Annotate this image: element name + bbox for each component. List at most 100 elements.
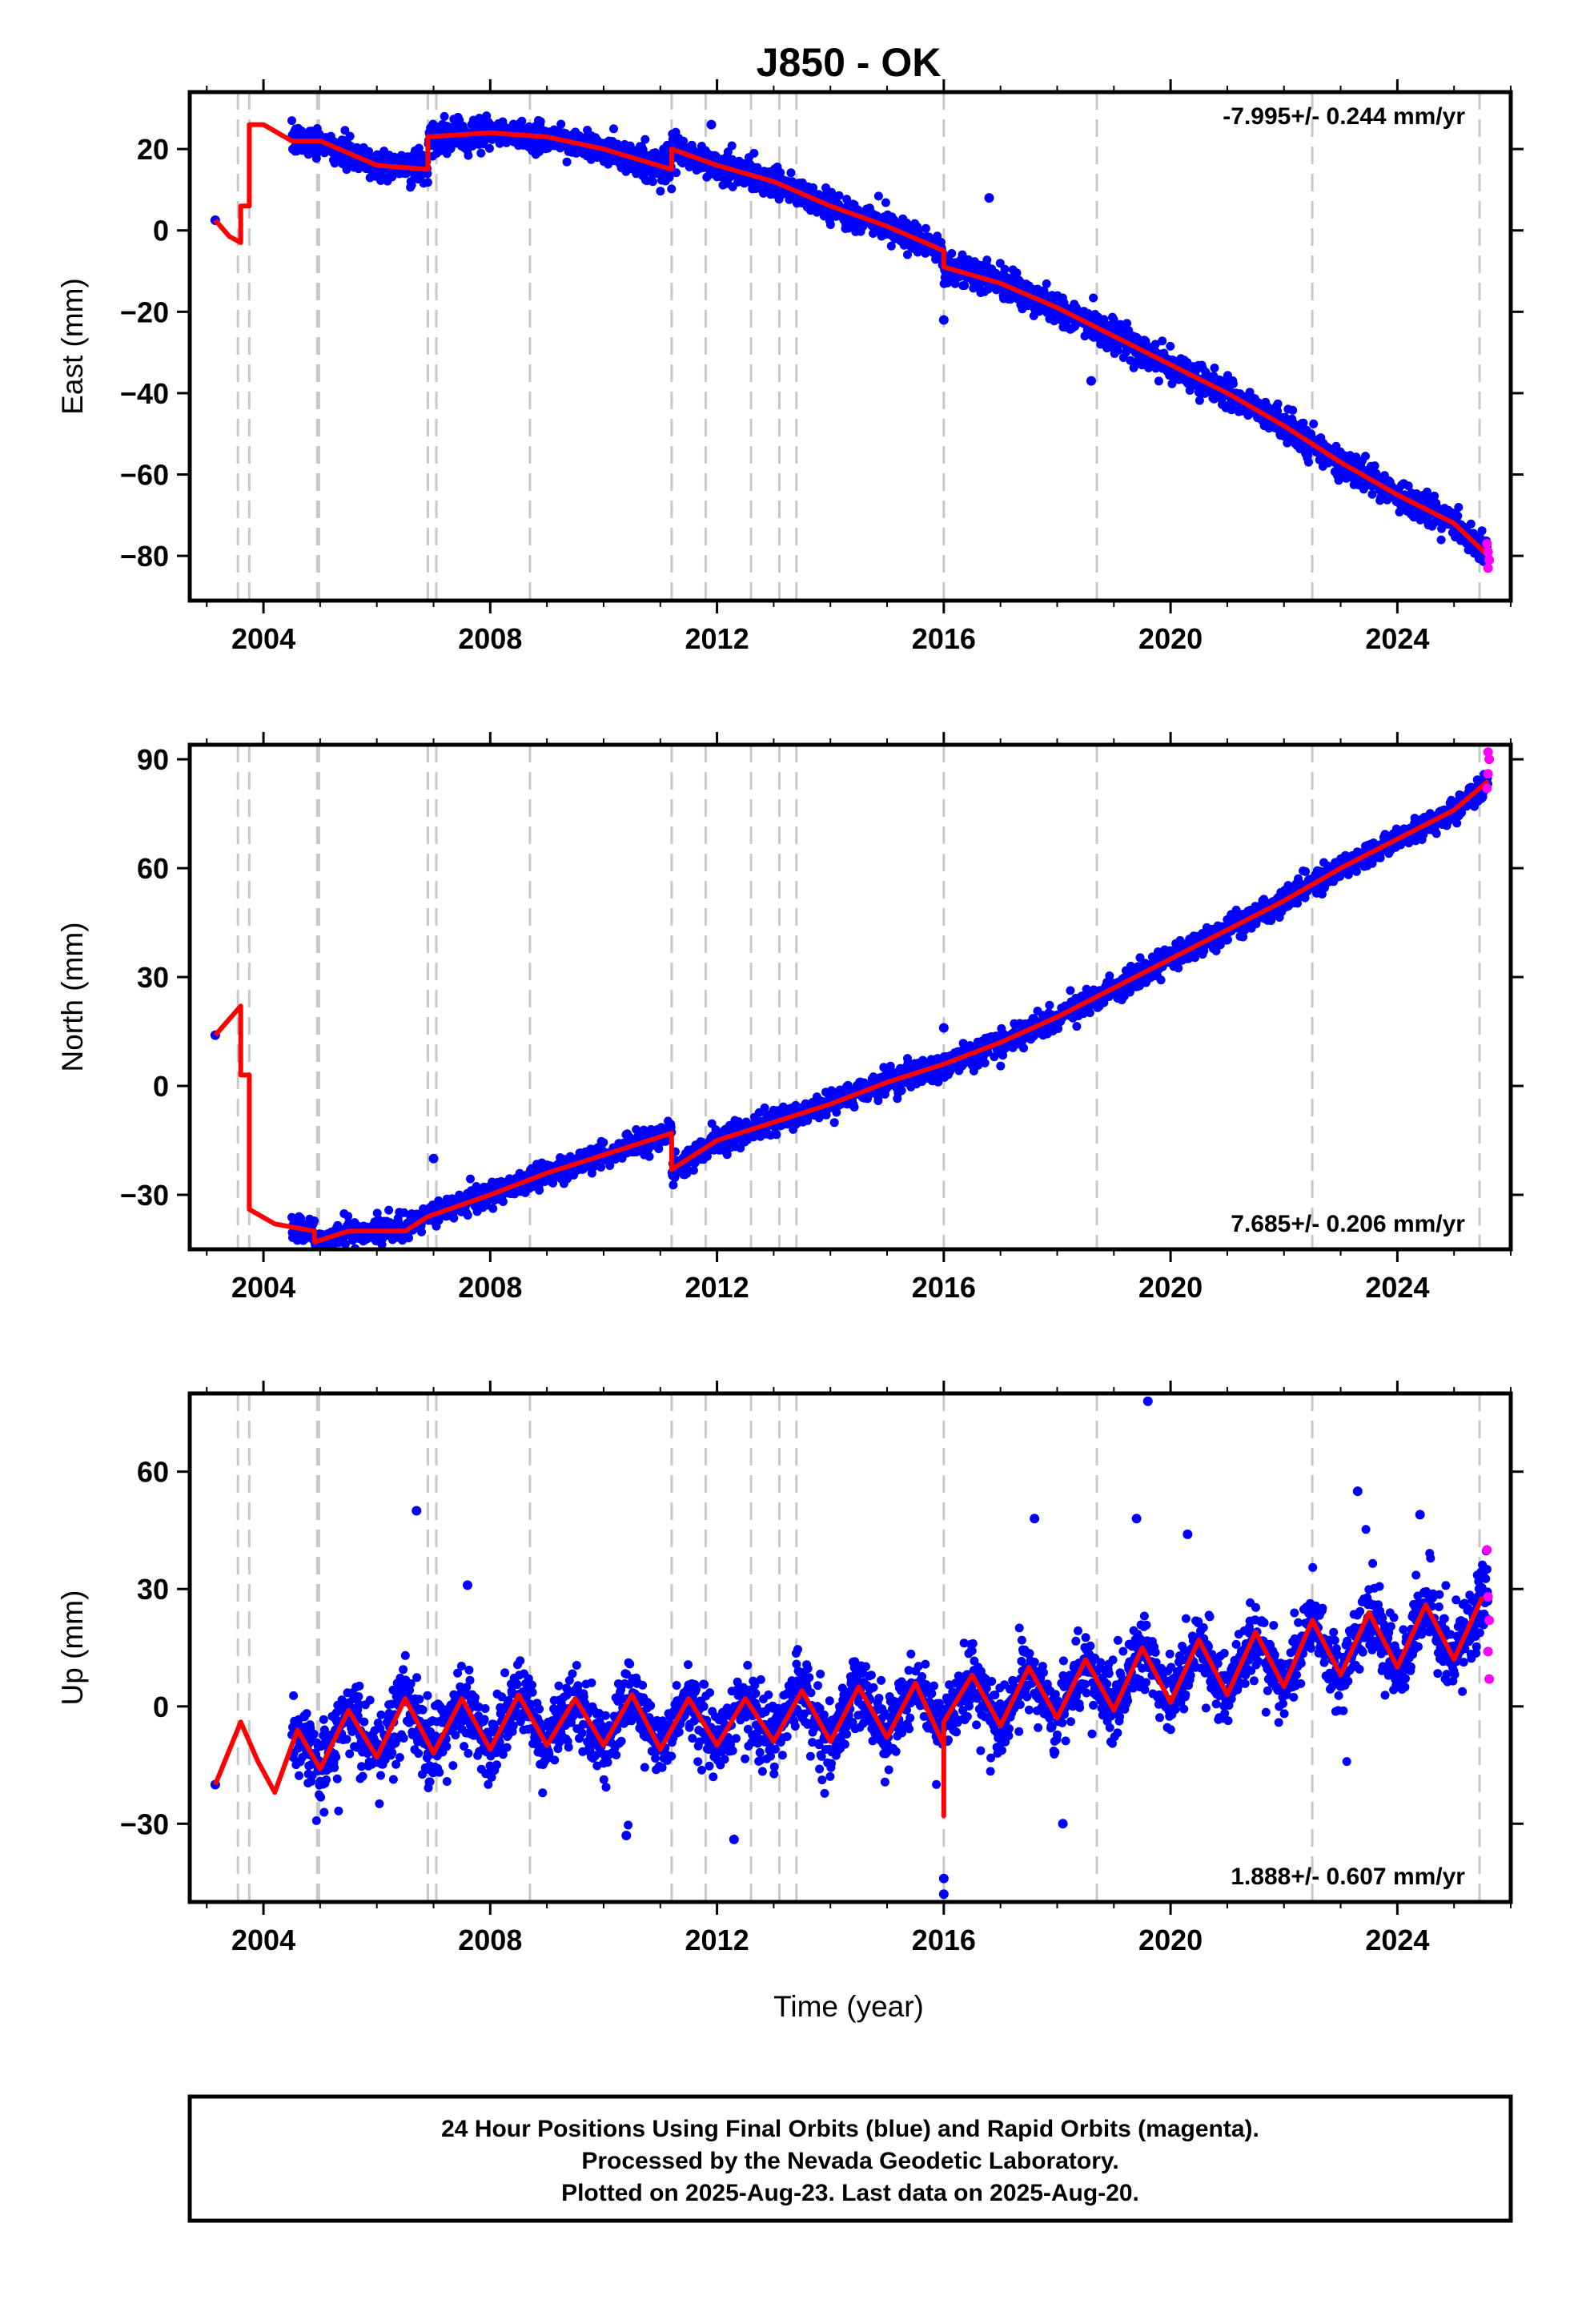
- data-point: [1303, 450, 1313, 460]
- data-point: [498, 1197, 508, 1206]
- data-point: [1166, 341, 1175, 351]
- data-point: [881, 198, 890, 207]
- data-point: [749, 148, 759, 158]
- data-point: [423, 178, 432, 187]
- data-point: [340, 126, 350, 135]
- data-point: [1085, 1008, 1094, 1018]
- data-point: [1113, 346, 1122, 356]
- data-point: [995, 259, 1005, 268]
- data-point: [640, 135, 650, 144]
- data-point: [776, 168, 785, 178]
- data-point: [809, 183, 818, 192]
- data-point: [417, 1227, 426, 1236]
- data-point: [950, 279, 960, 288]
- data-point: [786, 168, 796, 178]
- chart-title: J850 - OK: [757, 40, 942, 85]
- x-tick-label: 2012: [685, 622, 749, 655]
- rapid-orbit-point: [1482, 538, 1492, 549]
- data-point: [1477, 526, 1487, 536]
- data-point: [669, 1180, 678, 1190]
- data-point: [1158, 336, 1167, 346]
- y-tick-label: −80: [120, 540, 169, 573]
- data-point: [656, 187, 665, 196]
- data-point: [849, 1103, 859, 1112]
- data-point: [1086, 376, 1096, 386]
- data-point: [1018, 1035, 1027, 1045]
- model-fit-line: [213, 122, 1490, 558]
- data-point: [667, 184, 677, 194]
- data-point: [1042, 279, 1051, 288]
- data-point: [672, 168, 681, 178]
- axes-frame: [187, 90, 1513, 603]
- y-axis-label: East (mm): [56, 278, 89, 415]
- data-point: [980, 1058, 990, 1068]
- data-point: [934, 1077, 943, 1087]
- data-point: [1454, 503, 1464, 512]
- y-tick-label: −40: [120, 377, 169, 410]
- y-tick-label: −20: [120, 296, 169, 328]
- data-point: [562, 157, 572, 167]
- data-point: [440, 111, 449, 121]
- data-point: [996, 1061, 1006, 1071]
- data-point: [1436, 535, 1446, 545]
- data-point: [1066, 986, 1075, 995]
- data-point: [834, 191, 844, 200]
- data-point: [832, 1108, 841, 1117]
- data-point: [982, 255, 992, 265]
- data-point: [1135, 953, 1145, 963]
- data-point: [825, 220, 835, 229]
- data-point: [844, 223, 853, 233]
- data-point: [706, 119, 717, 130]
- data-point: [682, 1168, 692, 1178]
- data-point: [938, 315, 949, 325]
- data-point: [648, 177, 657, 187]
- plot-area: [210, 745, 1495, 1267]
- data-point: [1309, 419, 1319, 428]
- data-point: [1228, 379, 1238, 388]
- data-point: [463, 1211, 472, 1220]
- data-point: [1099, 998, 1109, 1007]
- data-point: [310, 1216, 319, 1225]
- x-tick-label: 2020: [1138, 622, 1203, 655]
- data-point: [476, 148, 486, 158]
- rapid-orbit-point: [1483, 563, 1493, 573]
- data-point: [1361, 452, 1370, 461]
- y-tick-label: 0: [153, 215, 169, 247]
- data-point: [1109, 315, 1118, 324]
- data-point: [414, 143, 424, 153]
- data-point: [921, 223, 930, 233]
- data-point: [1453, 511, 1463, 521]
- data-point: [1210, 364, 1219, 372]
- data-point: [596, 1163, 606, 1172]
- data-point: [1273, 399, 1283, 408]
- data-point: [375, 1256, 383, 1265]
- data-point: [449, 1213, 459, 1223]
- rapid-orbit-point: [1483, 547, 1493, 557]
- panels: 2004 2008 2012 2016 2020 2024200−20−40−60−80E…: [56, 79, 1524, 1956]
- x-tick-label: 2024: [1365, 622, 1429, 655]
- data-point: [599, 1138, 608, 1148]
- data-point: [1288, 405, 1298, 415]
- data-point: [351, 1258, 360, 1267]
- data-point: [556, 119, 566, 129]
- data-point: [803, 1116, 813, 1125]
- data-point: [960, 281, 970, 290]
- data-point: [340, 1240, 350, 1249]
- data-point: [829, 1118, 839, 1128]
- data-point: [1423, 487, 1431, 497]
- data-point: [1303, 457, 1313, 467]
- data-point: [903, 250, 912, 259]
- data-point: [484, 143, 494, 153]
- plot-area: [210, 92, 1495, 601]
- data-point: [535, 1185, 544, 1195]
- data-point: [1089, 293, 1098, 303]
- panel-east: 2004 2008 2012 2016 2020 2024200−20−40−60−80E…: [56, 79, 1524, 655]
- data-point: [1012, 268, 1022, 278]
- data-point: [1126, 356, 1135, 365]
- data-point: [343, 1212, 353, 1221]
- data-point: [760, 1103, 769, 1112]
- data-point: [644, 1152, 654, 1161]
- data-point: [1045, 1000, 1054, 1010]
- data-point: [885, 1061, 895, 1071]
